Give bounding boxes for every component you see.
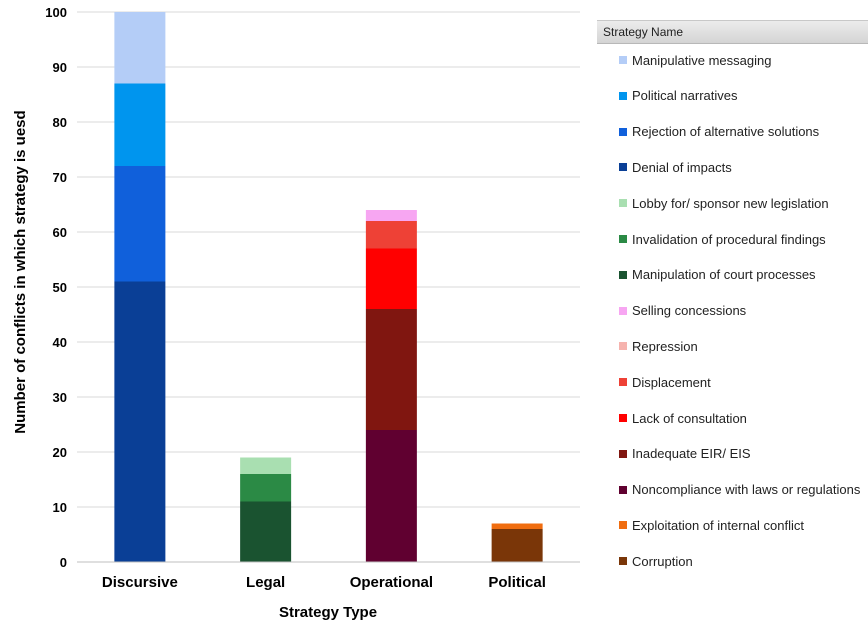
bar-segment (114, 83, 166, 166)
x-axis-title: Strategy Type (279, 604, 377, 621)
x-category-label: Legal (246, 574, 285, 591)
bar-segment (365, 210, 417, 221)
legend-label: Manipulative messaging (632, 52, 772, 68)
y-tick-label: 10 (53, 500, 67, 515)
legend-item: Rejection of alternative solutions (619, 122, 819, 142)
legend-label: Repression (632, 338, 698, 354)
legend-label: Lobby for/ sponsor new legislation (632, 195, 829, 211)
bars (114, 12, 543, 562)
legend-swatch (619, 199, 627, 208)
bar-segment (365, 248, 417, 309)
legend-swatch (619, 270, 627, 279)
legend-swatch (619, 485, 627, 494)
legend-item: Exploitation of internal conflict (619, 515, 804, 535)
legend: Strategy Name Manipulative messaging Poli… (597, 20, 868, 580)
legend-swatch (619, 378, 627, 387)
stacked-bar-chart: 0 10 20 30 40 50 60 70 80 90 100 Discursive Legal Op… (12, 5, 580, 621)
bar-segment (491, 529, 543, 562)
legend-swatch (619, 91, 627, 100)
y-tick-label: 80 (53, 115, 67, 130)
bar-segment (114, 166, 166, 282)
bar-segment (240, 501, 292, 562)
legend-item: Manipulative messaging (619, 50, 771, 70)
legend-item: Inadequate EIR/ EIS (619, 444, 751, 464)
legend-item: Political narratives (619, 86, 738, 106)
y-tick-label: 70 (53, 170, 67, 185)
legend-label: Noncompliance with laws or regulations (632, 482, 861, 498)
legend-item: Denial of impacts (619, 157, 732, 177)
legend-swatch (619, 521, 627, 530)
bar-segment (240, 457, 292, 474)
legend-label: Invalidation of procedural findings (632, 231, 826, 247)
bar-segment (365, 309, 417, 430)
y-tick-label: 90 (53, 60, 67, 75)
y-tick-label: 40 (53, 335, 67, 350)
y-tick-label: 100 (45, 5, 67, 20)
legend-label: Manipulation of court processes (632, 267, 816, 283)
legend-item: Invalidation of procedural findings (619, 229, 826, 249)
y-tick-label: 20 (53, 445, 67, 460)
legend-swatch (619, 557, 627, 566)
legend-label: Lack of consultation (632, 410, 747, 426)
x-category-label: Political (488, 574, 546, 591)
legend-item: Lack of consultation (619, 408, 747, 428)
y-axis-ticks: 0 10 20 30 40 50 60 70 80 90 100 (45, 5, 67, 570)
y-tick-label: 0 (60, 555, 67, 570)
x-category-label: Discursive (102, 574, 178, 591)
bar-segment (491, 523, 543, 529)
bar-segment (114, 12, 166, 84)
legend-swatch (619, 235, 627, 243)
legend-title: Strategy Name (597, 20, 868, 44)
y-axis-title: Number of conflicts in which strategy is… (12, 110, 29, 433)
legend-swatch (619, 56, 627, 64)
x-category-label: Operational (350, 574, 433, 591)
y-tick-label: 30 (53, 390, 67, 405)
legend-item: Corruption (619, 551, 693, 571)
bar-segment (365, 430, 417, 562)
legend-item: Selling concessions (619, 301, 746, 321)
legend-swatch (619, 342, 627, 351)
bar-segment (240, 474, 292, 502)
legend-label: Political narratives (632, 88, 738, 104)
legend-label: Inadequate EIR/ EIS (632, 446, 751, 462)
bar-segment (365, 221, 417, 249)
legend-label: Displacement (632, 374, 711, 390)
legend-label: Selling concessions (632, 303, 747, 319)
legend-swatch (619, 306, 627, 315)
legend-label: Corruption (632, 553, 693, 569)
legend-item: Lobby for/ sponsor new legislation (619, 193, 829, 213)
legend-swatch (619, 127, 627, 136)
legend-swatch (619, 414, 627, 422)
legend-label: Denial of impacts (632, 159, 732, 175)
legend-item: Repression (619, 336, 698, 356)
bar-segment (114, 281, 166, 562)
y-tick-label: 60 (53, 225, 67, 240)
legend-swatch (619, 163, 627, 172)
y-tick-label: 50 (53, 280, 67, 295)
legend-item: Noncompliance with laws or regulations (619, 480, 860, 500)
legend-swatch (619, 449, 627, 458)
legend-label: Rejection of alternative solutions (632, 124, 820, 140)
x-axis-categories: Discursive Legal Operational Political (102, 574, 546, 591)
legend-label: Exploitation of internal conflict (632, 517, 804, 533)
legend-item: Manipulation of court processes (619, 265, 816, 285)
legend-item: Displacement (619, 372, 711, 392)
